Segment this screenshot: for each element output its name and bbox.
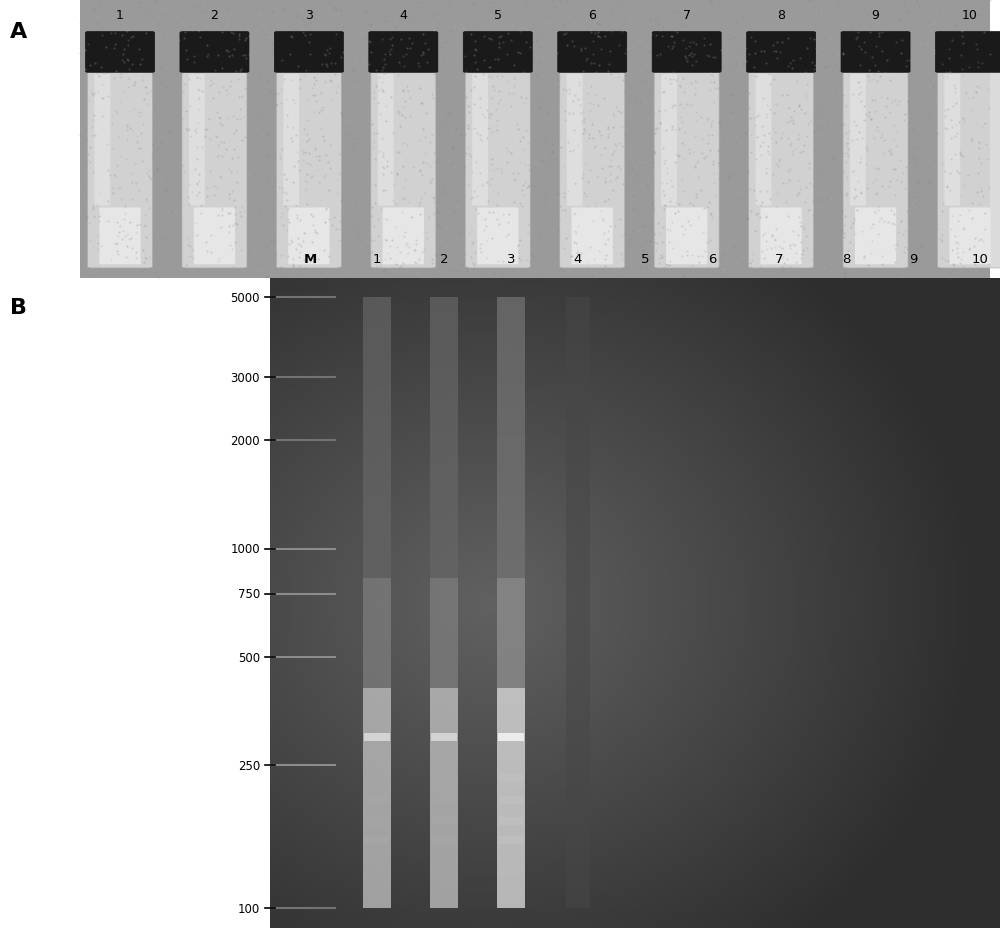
Text: 7: 7 bbox=[683, 9, 691, 22]
FancyBboxPatch shape bbox=[189, 75, 205, 206]
FancyBboxPatch shape bbox=[276, 65, 341, 269]
FancyBboxPatch shape bbox=[182, 65, 247, 269]
FancyBboxPatch shape bbox=[274, 32, 343, 73]
Text: 2000: 2000 bbox=[230, 434, 260, 447]
FancyBboxPatch shape bbox=[850, 75, 866, 206]
Text: 1000: 1000 bbox=[230, 543, 260, 556]
Text: 7: 7 bbox=[775, 252, 783, 265]
Text: 10: 10 bbox=[972, 252, 988, 265]
Text: 2: 2 bbox=[211, 9, 218, 22]
FancyBboxPatch shape bbox=[288, 208, 330, 265]
FancyBboxPatch shape bbox=[938, 65, 1000, 269]
FancyBboxPatch shape bbox=[194, 208, 235, 265]
FancyBboxPatch shape bbox=[383, 208, 424, 265]
Text: 5000: 5000 bbox=[230, 291, 260, 304]
FancyBboxPatch shape bbox=[572, 208, 613, 265]
FancyBboxPatch shape bbox=[85, 32, 154, 73]
Text: 6: 6 bbox=[708, 252, 716, 265]
Text: A: A bbox=[10, 22, 27, 43]
FancyBboxPatch shape bbox=[560, 65, 625, 269]
FancyBboxPatch shape bbox=[477, 208, 518, 265]
Text: 3000: 3000 bbox=[230, 371, 260, 384]
Text: 2: 2 bbox=[440, 252, 448, 265]
FancyBboxPatch shape bbox=[465, 65, 530, 269]
FancyBboxPatch shape bbox=[747, 32, 816, 73]
FancyBboxPatch shape bbox=[567, 75, 582, 206]
Text: 8: 8 bbox=[777, 9, 785, 22]
Text: 100: 100 bbox=[238, 902, 260, 915]
FancyBboxPatch shape bbox=[472, 75, 488, 206]
Text: 1: 1 bbox=[116, 9, 124, 22]
Text: 10: 10 bbox=[962, 9, 978, 22]
FancyBboxPatch shape bbox=[666, 208, 707, 265]
FancyBboxPatch shape bbox=[369, 32, 438, 73]
Text: 4: 4 bbox=[399, 9, 407, 22]
Text: 8: 8 bbox=[842, 252, 850, 265]
Text: 3: 3 bbox=[305, 9, 313, 22]
FancyBboxPatch shape bbox=[654, 65, 719, 269]
Text: B: B bbox=[10, 298, 27, 318]
Text: M: M bbox=[303, 252, 317, 265]
Text: 4: 4 bbox=[574, 252, 582, 265]
FancyBboxPatch shape bbox=[652, 32, 721, 73]
FancyBboxPatch shape bbox=[88, 65, 152, 269]
Text: 1: 1 bbox=[373, 252, 381, 265]
FancyBboxPatch shape bbox=[378, 75, 394, 206]
Text: 6: 6 bbox=[588, 9, 596, 22]
FancyBboxPatch shape bbox=[855, 208, 896, 265]
FancyBboxPatch shape bbox=[944, 75, 960, 206]
Text: 9: 9 bbox=[909, 252, 917, 265]
FancyBboxPatch shape bbox=[283, 75, 299, 206]
FancyBboxPatch shape bbox=[843, 65, 908, 269]
FancyBboxPatch shape bbox=[99, 208, 141, 265]
FancyBboxPatch shape bbox=[558, 32, 627, 73]
FancyBboxPatch shape bbox=[661, 75, 677, 206]
FancyBboxPatch shape bbox=[756, 75, 771, 206]
FancyBboxPatch shape bbox=[371, 65, 436, 269]
Text: 9: 9 bbox=[872, 9, 879, 22]
FancyBboxPatch shape bbox=[949, 208, 991, 265]
FancyBboxPatch shape bbox=[749, 65, 814, 269]
FancyBboxPatch shape bbox=[180, 32, 249, 73]
Text: 5: 5 bbox=[494, 9, 502, 22]
Text: 5: 5 bbox=[641, 252, 649, 265]
FancyBboxPatch shape bbox=[463, 32, 532, 73]
Text: 750: 750 bbox=[238, 587, 260, 600]
FancyBboxPatch shape bbox=[936, 32, 1000, 73]
FancyBboxPatch shape bbox=[94, 75, 110, 206]
Text: 250: 250 bbox=[238, 759, 260, 772]
Text: 3: 3 bbox=[507, 252, 515, 265]
Text: 500: 500 bbox=[238, 651, 260, 664]
FancyBboxPatch shape bbox=[80, 0, 990, 278]
FancyBboxPatch shape bbox=[841, 32, 910, 73]
FancyBboxPatch shape bbox=[760, 208, 802, 265]
